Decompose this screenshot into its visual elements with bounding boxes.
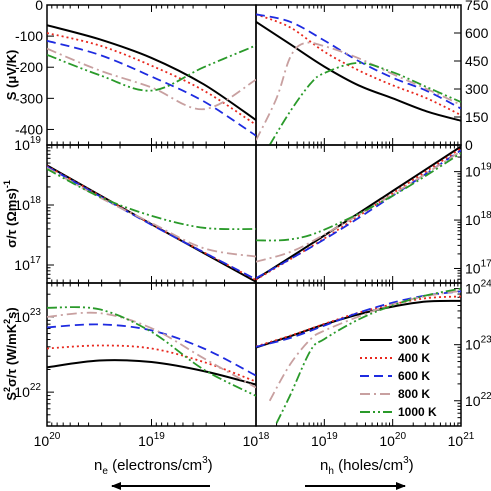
right-y-tick-label-sigma-tau: 1019: [465, 162, 491, 180]
legend-label-300k: 300 K: [398, 333, 430, 347]
y-axis-label-sigma-tau: σ/τ (Ωms)-1: [2, 180, 19, 248]
right-y-tick-label-seebeck: 600: [465, 25, 489, 41]
y-axis-label-power-factor: S2σ/τ (W/mK2s): [2, 307, 19, 400]
left-y-tick-label-power-factor: 1022: [14, 382, 41, 400]
legend-label-1000k: 1000 K: [398, 405, 437, 419]
legend-label-800k: 800 K: [398, 387, 430, 401]
series-sigma-tau-electrons-800k: [47, 167, 256, 258]
x-tick-label-electrons: 1018: [243, 431, 270, 449]
right-y-tick-label-power-factor: 1022: [465, 391, 491, 409]
series-power-factor-holes-800k: [268, 290, 461, 402]
series-seebeck-electrons-400k: [47, 32, 256, 126]
series-sigma-tau-holes-800k: [256, 150, 461, 263]
left-y-tick-label-seebeck: -200: [15, 59, 43, 75]
left-y-tick-label-sigma-tau: 1017: [14, 255, 41, 273]
series-sigma-tau-holes-300k: [256, 145, 461, 280]
panels-layer: 0 -100 -200 -300 -400 750 600 450 300 150 0 1019 101…: [14, 0, 491, 449]
series-sigma-tau-electrons-600k: [47, 165, 256, 281]
right-y-tick-label-sigma-tau: 1018: [465, 210, 491, 228]
right-y-tick-label-seebeck: 0: [465, 137, 473, 153]
left-y-tick-label-seebeck: 0: [35, 0, 43, 13]
y-axis-label-seebeck: S (μV/K): [4, 50, 19, 101]
legend-label-600k: 600 K: [398, 369, 430, 383]
left-y-tick-label-seebeck: -400: [15, 121, 43, 137]
series-power-factor-holes-300k: [256, 299, 461, 349]
x-tick-label-electrons: 1019: [138, 431, 165, 449]
legend-label-400k: 400 K: [398, 351, 430, 365]
series-power-factor-electrons-1000k: [47, 306, 256, 397]
panel-frame-power-factor-holes: [255, 282, 462, 427]
series-sigma-tau-holes-1000k: [256, 152, 461, 242]
right-y-tick-label-power-factor: 1024: [465, 279, 491, 297]
x-tick-label-holes: 1019: [311, 431, 338, 449]
series-power-factor-holes-1000k: [275, 287, 461, 424]
series-power-factor-electrons-600k: [47, 323, 256, 377]
series-seebeck-electrons-300k: [47, 24, 256, 121]
series-seebeck-holes-600k: [256, 13, 461, 110]
series-seebeck-electrons-800k: [47, 47, 256, 111]
series-seebeck-holes-400k: [256, 13, 461, 116]
legend: 300 K 400 K 600 K 800 K 1000 K: [360, 333, 437, 419]
x-tick-label-holes: 1020: [379, 431, 406, 449]
x-tick-label-holes: 1021: [448, 431, 475, 449]
right-y-tick-label-seebeck: 300: [465, 81, 489, 97]
series-seebeck-holes-300k: [256, 20, 461, 122]
panel-frame-power-factor-electrons: [46, 282, 257, 427]
series-sigma-tau-electrons-1000k: [47, 168, 256, 231]
panel-frame-seebeck-electrons: [46, 4, 257, 146]
series-power-factor-holes-400k: [256, 295, 461, 348]
right-y-tick-label-seebeck: 750: [465, 0, 489, 13]
right-y-tick-label-power-factor: 1023: [465, 335, 491, 353]
y-axis-labels: S (μV/K) σ/τ (Ωms)-1 S2σ/τ (W/mK2s): [2, 50, 19, 401]
x-tick-label-electrons: 1020: [34, 431, 61, 449]
left-y-tick-label-power-factor: 1023: [14, 307, 41, 325]
x-axis-label-electrons: ne (electrons/cm3): [94, 455, 213, 477]
x-axis-label-holes: nh (holes/cm3): [320, 455, 414, 477]
left-y-tick-label-sigma-tau: 1019: [14, 135, 41, 153]
left-y-tick-label-seebeck: -100: [15, 28, 43, 44]
series-seebeck-holes-800k: [256, 41, 461, 141]
series-seebeck-holes-1000k: [268, 61, 461, 145]
left-y-tick-label-sigma-tau: 1018: [14, 195, 41, 213]
series-power-factor-electrons-300k: [47, 359, 256, 386]
right-y-tick-label-sigma-tau: 1017: [465, 258, 491, 276]
series-seebeck-electrons-1000k: [47, 44, 256, 92]
panel-frame-seebeck-holes: [255, 4, 462, 146]
right-y-tick-label-seebeck: 450: [465, 53, 489, 69]
series-power-factor-holes-600k: [256, 290, 461, 348]
right-y-tick-label-seebeck: 150: [465, 109, 489, 125]
series-seebeck-electrons-600k: [47, 39, 256, 137]
left-y-tick-label-seebeck: -300: [15, 90, 43, 106]
series-power-factor-electrons-800k: [47, 311, 256, 389]
